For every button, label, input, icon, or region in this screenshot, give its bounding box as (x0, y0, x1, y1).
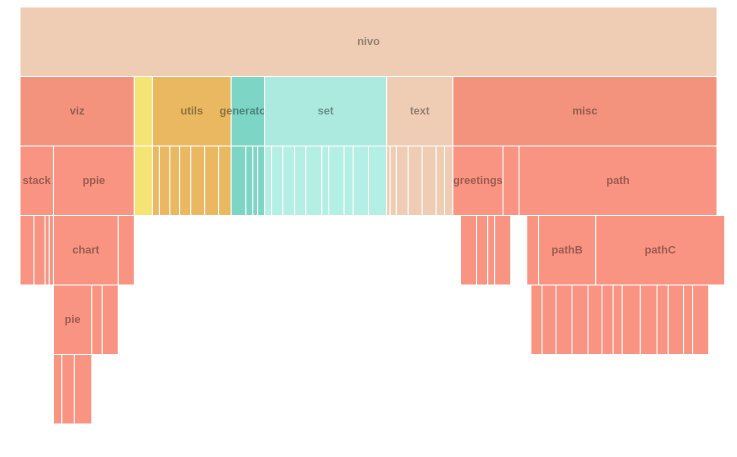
node-r2-19[interactable] (321, 145, 330, 216)
node-r2-29[interactable] (435, 145, 445, 216)
node-r2-22[interactable] (352, 145, 369, 216)
node-misc[interactable] (452, 76, 718, 147)
node-r2-17[interactable] (294, 145, 307, 216)
node-r4-2[interactable] (91, 284, 103, 355)
node-r2-32[interactable] (502, 145, 520, 216)
node-label-viz: viz (70, 105, 85, 117)
node-nivo[interactable] (19, 6, 718, 77)
node-r4-6[interactable] (541, 284, 557, 355)
node-pathB[interactable] (538, 215, 597, 286)
node-r4-15[interactable] (667, 284, 685, 355)
node-r4-10[interactable] (601, 284, 614, 355)
node-r2-23[interactable] (368, 145, 388, 216)
node-r4-7[interactable] (555, 284, 573, 355)
node-ppie[interactable] (52, 145, 135, 216)
node-r5-2[interactable] (61, 354, 75, 425)
node-r2-28[interactable] (421, 145, 437, 216)
node-viz[interactable] (19, 76, 135, 147)
node-r3-0[interactable] (19, 215, 35, 286)
node-r4-9[interactable] (587, 284, 603, 355)
node-r2-15[interactable] (271, 145, 284, 216)
node-r5-3[interactable] (73, 354, 93, 425)
node-r2-16[interactable] (282, 145, 296, 216)
node-r2-6[interactable] (179, 145, 192, 216)
node-r4-13[interactable] (639, 284, 658, 355)
node-r3-2[interactable] (44, 215, 50, 286)
node-utils[interactable] (151, 76, 232, 147)
node-r2-5[interactable] (169, 145, 181, 216)
node-r2-18[interactable] (305, 145, 323, 216)
node-r4-14[interactable] (656, 284, 669, 355)
node-r2-25[interactable] (389, 145, 397, 216)
node-label-greetings: greetings (453, 175, 503, 187)
node-label-utils: utils (180, 105, 203, 117)
node-r2-27[interactable] (407, 145, 423, 216)
node-label-pathC: pathC (645, 244, 676, 256)
node-r2-3[interactable] (151, 145, 160, 216)
node-r2-2[interactable] (133, 145, 153, 216)
node-label-chart: chart (72, 244, 99, 256)
node-r2-21[interactable] (343, 145, 354, 216)
node-r2-11[interactable] (245, 145, 254, 216)
node-label-text: text (410, 105, 430, 117)
node-r4-5[interactable] (530, 284, 543, 355)
node-set[interactable] (264, 76, 388, 147)
node-r2-7[interactable] (190, 145, 206, 216)
node-r4-17[interactable] (692, 284, 710, 355)
node-r4-8[interactable] (571, 284, 589, 355)
node-path[interactable] (518, 145, 718, 216)
node-r3-10[interactable] (494, 215, 512, 286)
node-pathC[interactable] (595, 215, 726, 286)
node-r3-7[interactable] (460, 215, 478, 286)
node-r2-20[interactable] (328, 145, 345, 216)
node-r1-1[interactable] (133, 76, 153, 147)
node-r2-24[interactable] (386, 145, 391, 216)
node-r4-11[interactable] (612, 284, 623, 355)
node-label-stack: stack (23, 175, 52, 187)
node-r2-13[interactable] (257, 145, 266, 216)
node-r3-8[interactable] (476, 215, 489, 286)
node-r3-1[interactable] (33, 215, 46, 286)
node-r4-12[interactable] (621, 284, 641, 355)
node-label-path: path (606, 175, 630, 187)
node-r5-1[interactable] (52, 354, 63, 425)
node-r2-9[interactable] (218, 145, 232, 216)
node-label-pathB: pathB (552, 244, 583, 256)
node-r2-10[interactable] (230, 145, 247, 216)
node-chart[interactable] (52, 215, 119, 286)
node-r3-12[interactable] (526, 215, 540, 286)
node-r2-4[interactable] (158, 145, 171, 216)
node-r4-16[interactable] (683, 284, 694, 355)
node-text[interactable] (386, 76, 454, 147)
node-label-pie: pie (65, 314, 81, 326)
node-pie[interactable] (52, 284, 93, 355)
node-r2-30[interactable] (443, 145, 454, 216)
node-r2-8[interactable] (204, 145, 220, 216)
node-stack[interactable] (19, 145, 54, 216)
node-label-nivo: nivo (357, 36, 380, 48)
node-r2-14[interactable] (264, 145, 273, 216)
node-label-ppie: ppie (83, 175, 106, 187)
node-r4-3[interactable] (101, 284, 119, 355)
node-label-misc: misc (572, 105, 597, 117)
node-r3-5[interactable] (117, 215, 135, 286)
node-r2-12[interactable] (252, 145, 259, 216)
node-r3-9[interactable] (487, 215, 496, 286)
node-label-set: set (318, 105, 334, 117)
node-r2-26[interactable] (395, 145, 409, 216)
node-label-generators: generators (219, 105, 276, 117)
node-r3-3[interactable] (48, 215, 54, 286)
